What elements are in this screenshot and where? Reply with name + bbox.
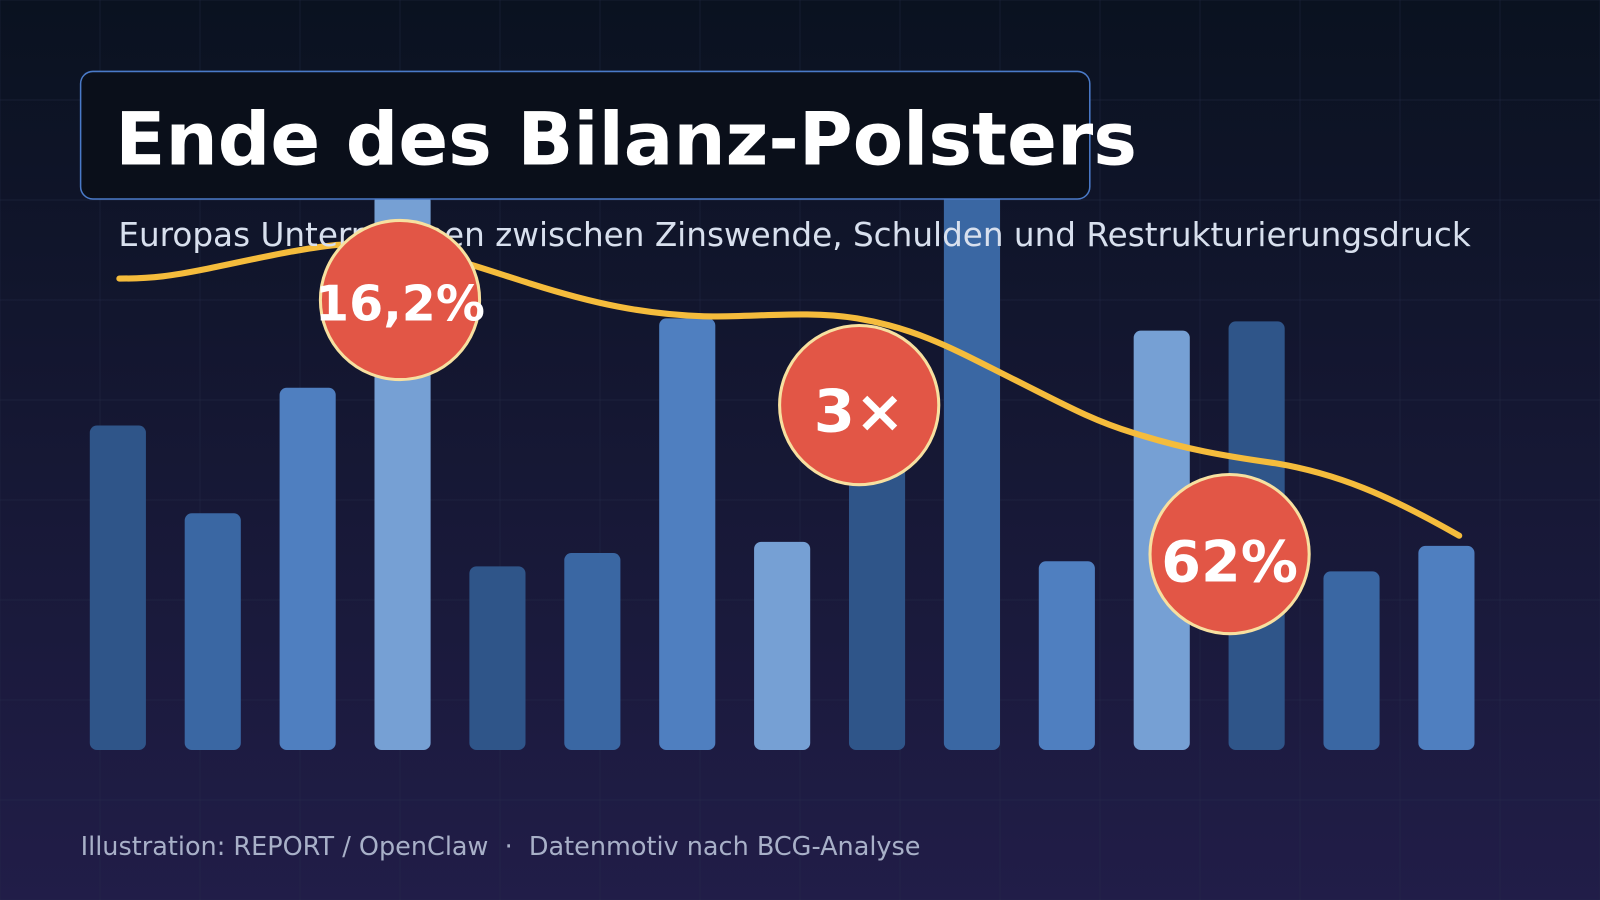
badge: 62%	[1148, 472, 1311, 636]
bar	[279, 387, 336, 750]
badge-label: 62%	[1161, 530, 1298, 596]
badge: 16,2%	[315, 218, 485, 382]
bar	[848, 459, 906, 750]
trend-line	[116, 241, 1463, 539]
footer-credit: Illustration: REPORT / OpenClaw · Datenm…	[81, 832, 921, 862]
badge-circle	[778, 323, 941, 487]
bar	[564, 553, 621, 750]
bar	[184, 513, 241, 750]
bar	[89, 425, 146, 750]
badge-label: 16,2%	[315, 275, 485, 332]
bar	[943, 183, 1000, 750]
title-box	[79, 70, 1091, 200]
bar	[469, 566, 526, 750]
badge-circle	[318, 218, 482, 382]
subtitle: Europas Unternehmen zwischen Zinswende, …	[118, 216, 1470, 254]
badge: 3×	[778, 323, 941, 487]
title: Ende des Bilanz-Polsters	[115, 97, 1137, 182]
badge-circle	[1148, 472, 1311, 636]
bar	[1418, 545, 1475, 750]
bar	[1038, 561, 1095, 750]
badge-label: 3×	[814, 377, 905, 446]
bar	[754, 541, 811, 750]
bar	[1323, 571, 1380, 750]
bar	[659, 318, 716, 750]
